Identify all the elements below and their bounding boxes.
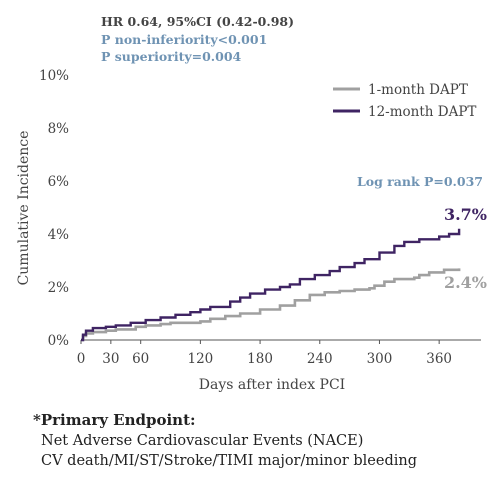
footnote-title: *Primary Endpoint: <box>33 411 196 429</box>
x-tick-label: 0 <box>77 351 86 367</box>
x-tick-label: 60 <box>132 351 149 367</box>
series-line-1-month <box>81 268 461 342</box>
footnote-line: Net Adverse Cardiovascular Events (NACE) <box>41 433 364 449</box>
end-label-1-month: 2.4% <box>444 273 487 292</box>
x-tick-label: 360 <box>426 351 452 367</box>
chart-series <box>81 228 461 342</box>
x-tick-label: 300 <box>367 351 393 367</box>
end-label-12-month: 3.7% <box>444 205 487 224</box>
p-noninferiority-annotation: P non-inferiority<0.001 <box>101 32 267 47</box>
x-tick-label: 120 <box>187 351 213 367</box>
y-tick-label: 0% <box>48 333 70 349</box>
chart-axes <box>80 339 481 344</box>
log-rank-annotation: Log rank P=0.037 <box>357 174 483 189</box>
x-tick-label: 30 <box>102 351 119 367</box>
p-superiority-annotation: P superiority=0.004 <box>101 49 242 64</box>
series-line-12-month <box>81 228 461 342</box>
hr-annotation: HR 0.64, 95%CI (0.42-0.98) <box>101 14 294 29</box>
y-axis-label: Cumulative Incidence <box>16 131 32 286</box>
x-axis-label: Days after index PCI <box>199 377 345 393</box>
chart-legend: 1-month DAPT 12-month DAPT <box>333 82 476 120</box>
footnote-line: CV death/MI/ST/Stroke/TIMI major/minor b… <box>41 453 417 469</box>
x-tick-label: 180 <box>247 351 273 367</box>
legend-label-12-month: 12-month DAPT <box>368 104 476 120</box>
y-tick-label: 6% <box>48 174 70 190</box>
y-tick-label: 8% <box>48 121 70 137</box>
y-tick-label: 2% <box>48 280 70 296</box>
primary-endpoint-footnote: *Primary Endpoint: Net Adverse Cardiovas… <box>33 409 417 471</box>
y-tick-label: 10% <box>39 68 69 84</box>
x-tick-label: 240 <box>307 351 333 367</box>
y-tick-label: 4% <box>48 227 70 243</box>
chart-ticks: 0% 2% 4% 6% 8% 10% 0 30 60 120 180 240 300 360 <box>39 68 452 367</box>
legend-label-1-month: 1-month DAPT <box>368 82 468 98</box>
